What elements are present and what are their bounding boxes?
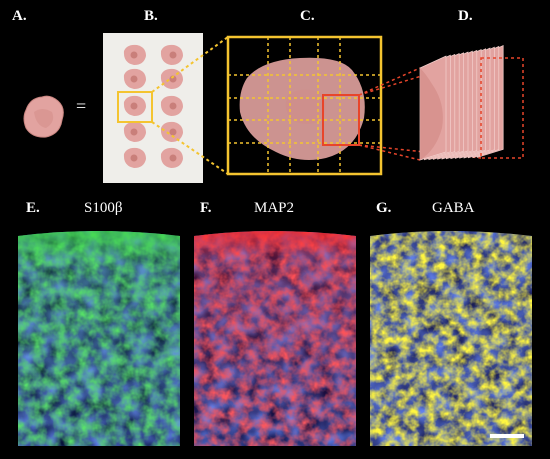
- image-map2: [194, 231, 356, 446]
- tissue-section: [123, 95, 146, 116]
- organoid-icon: [23, 95, 64, 138]
- panel-label-f: F.: [200, 200, 212, 216]
- selected-section-box: [117, 91, 153, 123]
- slice-front-face: [420, 68, 443, 160]
- z-stack-box: [322, 94, 360, 146]
- tile-scan-panel: [226, 35, 383, 176]
- panel-label-d: D.: [458, 8, 473, 24]
- slide-with-sections: [103, 33, 203, 183]
- z-stack-slices: [419, 45, 504, 161]
- section-grid: [123, 44, 183, 168]
- zoom-connector-lines: [151, 36, 229, 175]
- panel-label-a: A.: [12, 8, 27, 24]
- tissue-section: [160, 95, 183, 116]
- tissue-section: [123, 68, 146, 89]
- tissue-section: [160, 147, 183, 168]
- tissue-section: [123, 147, 146, 168]
- equals-sign: =: [76, 96, 87, 116]
- panel-label-e: E.: [26, 200, 40, 216]
- panel-label-c: C.: [300, 8, 315, 24]
- image-gaba: [370, 231, 532, 446]
- tissue-section: [123, 121, 146, 142]
- panel-label-g: G.: [376, 200, 392, 216]
- marker-label-s100b: S100β: [84, 200, 123, 216]
- panel-label-b: B.: [144, 8, 158, 24]
- tissue-section: [123, 44, 146, 65]
- tissue-section: [160, 121, 183, 142]
- tissue-section: [160, 44, 183, 65]
- scale-bar: [490, 434, 524, 438]
- marker-label-map2: MAP2: [254, 200, 295, 216]
- z-stack-back-frame: [480, 57, 524, 159]
- image-s100b: [18, 231, 180, 446]
- marker-label-gaba: GABA: [432, 200, 475, 216]
